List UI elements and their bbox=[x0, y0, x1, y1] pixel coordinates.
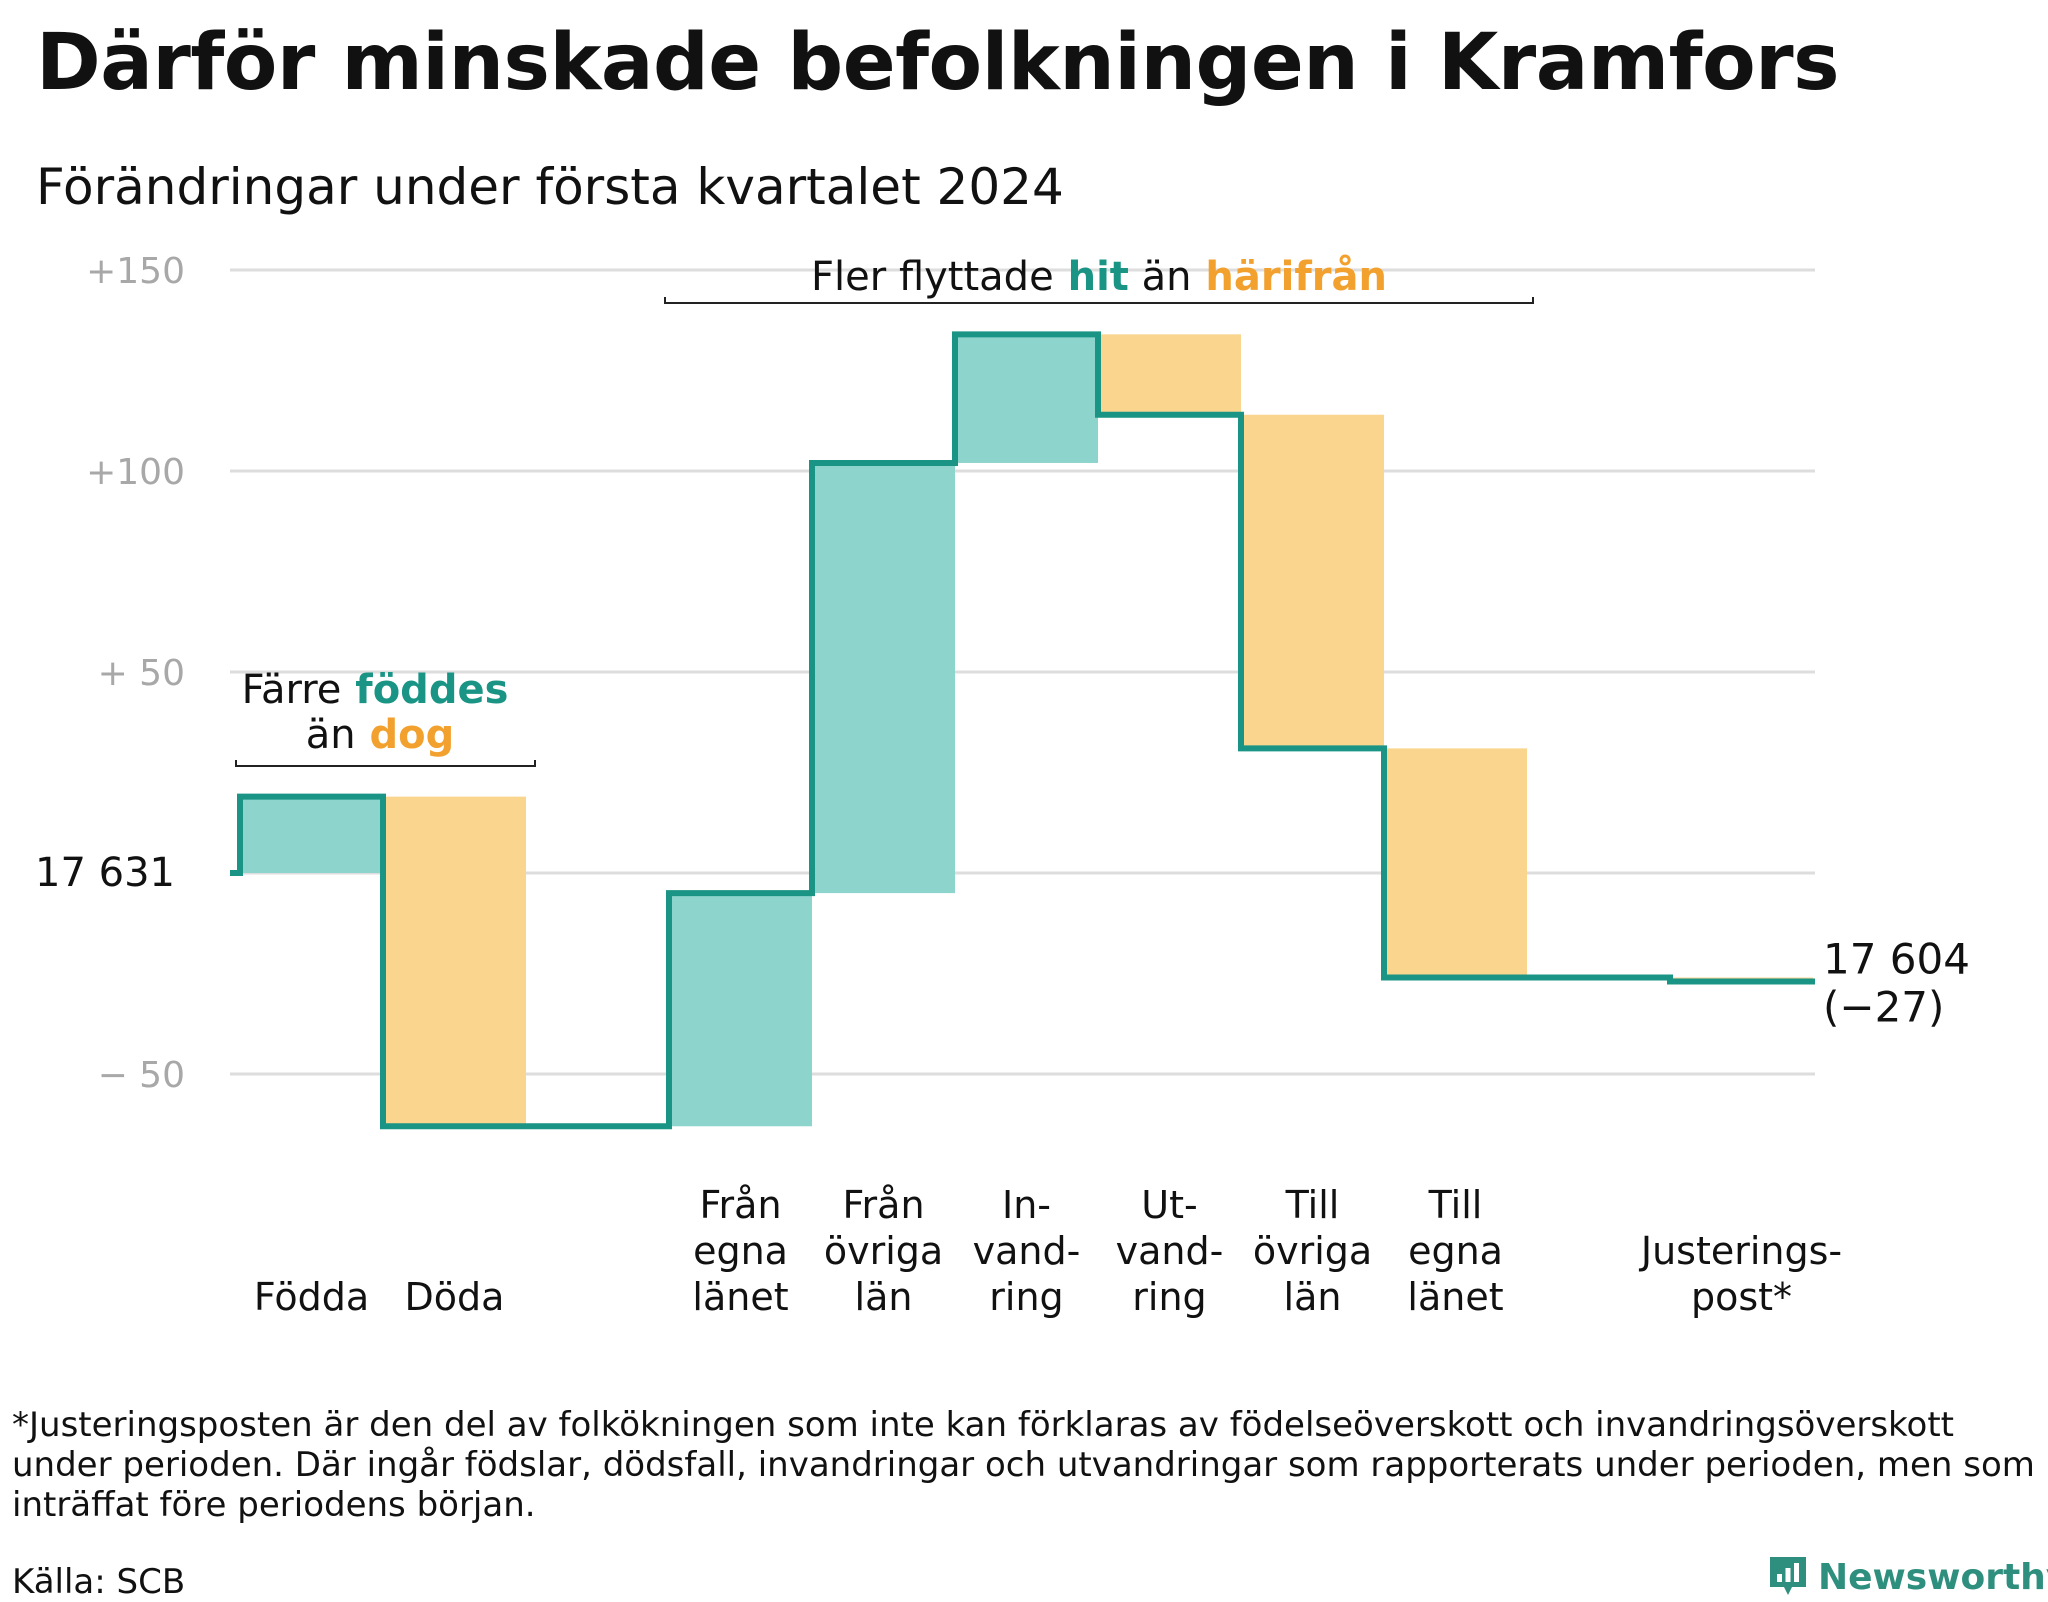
brand-name: Newsworthy bbox=[1818, 1556, 2048, 1598]
category-label: post* bbox=[1691, 1275, 1792, 1319]
category-label: län bbox=[855, 1275, 913, 1319]
category-label: Justerings- bbox=[1639, 1229, 1842, 1273]
migration-annotation-part: Fler flyttade bbox=[811, 254, 1054, 300]
cumulative-line bbox=[230, 331, 1815, 1130]
waterfall-bar bbox=[669, 893, 812, 1127]
annotation-bracket bbox=[664, 297, 1534, 304]
category-label: ring bbox=[1132, 1275, 1206, 1319]
category-label: Döda bbox=[405, 1275, 505, 1319]
category-label: vand- bbox=[1116, 1229, 1224, 1273]
chart-subtitle: Förändringar under första kvartalet 2024 bbox=[36, 158, 1064, 216]
cumulative-line bbox=[230, 331, 1815, 1130]
category-label: Födda bbox=[254, 1275, 369, 1319]
migration-annotation-part: än bbox=[1129, 254, 1192, 300]
category-label: Från bbox=[842, 1183, 924, 1227]
y-tick-label: +150 bbox=[86, 251, 185, 292]
newsworthy-logo-icon bbox=[1770, 1557, 1806, 1595]
footnote: *Justeringsposten är den del av folkökni… bbox=[12, 1405, 2035, 1525]
category-label: övriga bbox=[824, 1229, 943, 1273]
births-annotation-line2: än dog bbox=[306, 712, 455, 758]
y-tick-label: − 50 bbox=[98, 1055, 185, 1096]
category-label: Ut- bbox=[1141, 1183, 1197, 1227]
waterfall-bar bbox=[955, 334, 1098, 463]
category-label: Till bbox=[1428, 1183, 1483, 1227]
end-value-label: 17 604 bbox=[1823, 935, 1970, 984]
category-label: egna bbox=[1408, 1229, 1503, 1273]
category-label: länet bbox=[692, 1275, 788, 1319]
births-annotation-line1-part: föddes bbox=[341, 667, 508, 713]
migration-annotation-part: hit bbox=[1054, 254, 1129, 300]
births-annotation-line1: Färre föddes bbox=[242, 667, 509, 713]
migration-annotation: Fler flyttade hit än härifrån bbox=[811, 253, 1387, 300]
births-annotation-line1-part: Färre bbox=[242, 667, 342, 713]
chart-title: Därför minskade befolkningen i Kramfors bbox=[36, 18, 1840, 108]
category-label: övriga bbox=[1253, 1229, 1372, 1273]
waterfall-bar bbox=[1384, 748, 1527, 978]
labels: Födda DödaFrånegnalänetFrånövrigalänIn-va… bbox=[35, 850, 1970, 1319]
category-label: ring bbox=[989, 1275, 1063, 1319]
category-label: In- bbox=[1002, 1183, 1051, 1227]
net-change-label: (−27) bbox=[1823, 983, 1944, 1032]
category-label: län bbox=[1284, 1275, 1342, 1319]
category-label: länet bbox=[1407, 1275, 1503, 1319]
source-label: Källa: SCB bbox=[12, 1562, 186, 1602]
category-label: Från bbox=[699, 1183, 781, 1227]
births-annotation-line2-part: dog bbox=[356, 712, 455, 758]
category-label: egna bbox=[693, 1229, 788, 1273]
y-tick-label: + 50 bbox=[98, 653, 185, 694]
waterfall-bar bbox=[383, 796, 526, 1127]
start-value-label: 17 631 bbox=[35, 850, 175, 896]
y-tick-label: +100 bbox=[86, 452, 185, 493]
category-label: Till bbox=[1285, 1183, 1340, 1227]
waterfall-bar bbox=[1098, 334, 1241, 415]
annotation-bracket bbox=[235, 760, 536, 767]
brand: Newsworthy bbox=[1768, 1555, 2048, 1599]
migration-annotation-part: härifrån bbox=[1192, 253, 1387, 300]
births-annotation-line2-part: än bbox=[306, 712, 356, 758]
waterfall-bar bbox=[1241, 414, 1384, 749]
category-label: vand- bbox=[973, 1229, 1081, 1273]
bars bbox=[240, 334, 1813, 1127]
waterfall-bar bbox=[240, 796, 383, 873]
waterfall-bar bbox=[812, 462, 955, 894]
